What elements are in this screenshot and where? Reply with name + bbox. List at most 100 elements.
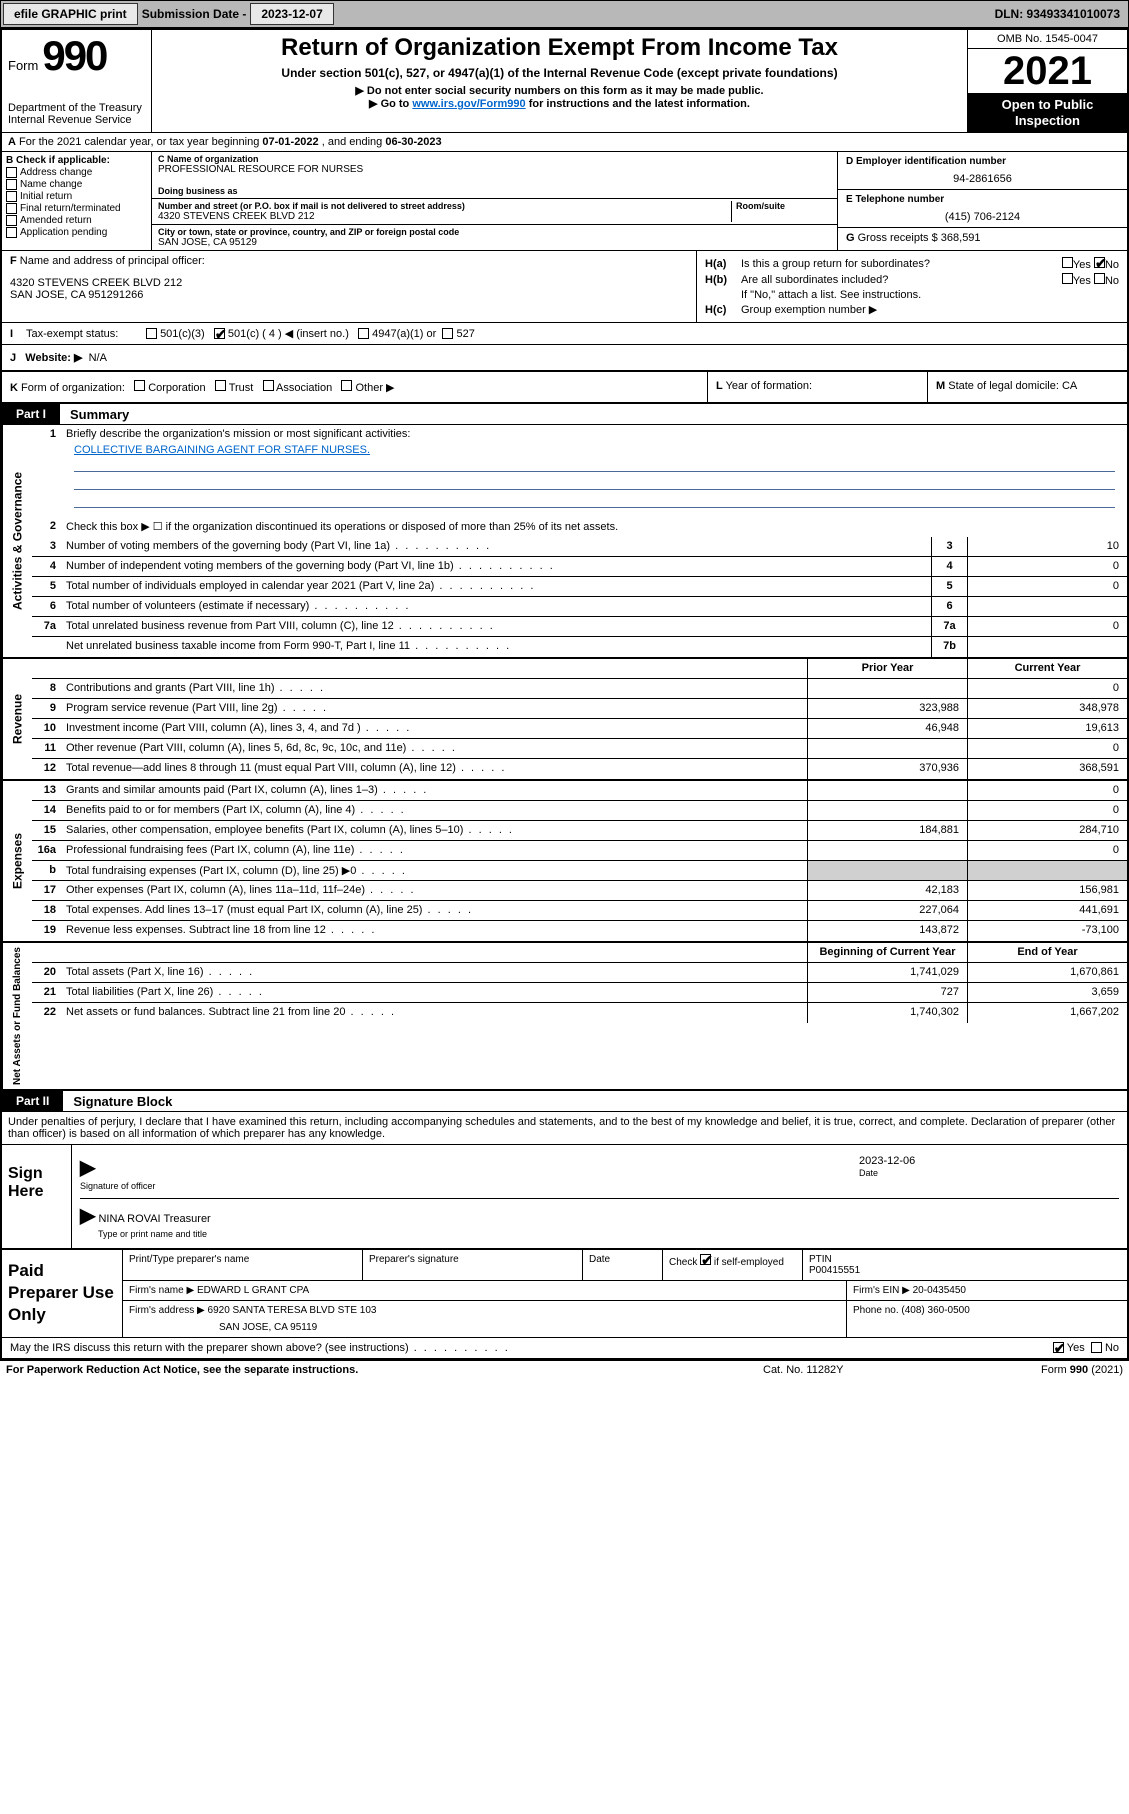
line-num: 13 xyxy=(32,781,62,800)
opt-501c: 501(c) ( 4 ) ◀ (insert no.) xyxy=(228,327,349,340)
checkbox-initial-return[interactable] xyxy=(6,191,17,202)
line-value: 0 xyxy=(967,577,1127,596)
firm-ein: 20-0435450 xyxy=(913,1285,966,1296)
section-expenses: Expenses xyxy=(2,781,32,941)
line-desc: Total fundraising expenses (Part IX, col… xyxy=(62,861,807,880)
line-value xyxy=(967,637,1127,657)
line-desc: Grants and similar amounts paid (Part IX… xyxy=(62,781,807,800)
blank xyxy=(32,659,62,678)
checkbox-address-change[interactable] xyxy=(6,167,17,178)
part-ii-title: Signature Block xyxy=(63,1094,172,1109)
form-title: Return of Organization Exempt From Incom… xyxy=(158,34,961,62)
line-desc: Total revenue—add lines 8 through 11 (mu… xyxy=(62,759,807,779)
line-desc: Number of voting members of the governin… xyxy=(62,537,931,556)
firm-addr1: 6920 SANTA TERESA BLVD STE 103 xyxy=(208,1305,377,1316)
line-desc: Total expenses. Add lines 13–17 (must eq… xyxy=(62,901,807,920)
form-word: Form xyxy=(8,58,38,73)
q2-num: 2 xyxy=(32,517,62,537)
room-label: Room/suite xyxy=(736,201,831,211)
opt-final-return: Final return/terminated xyxy=(20,203,121,214)
line-num: 14 xyxy=(32,801,62,820)
row-j-label: J xyxy=(10,352,16,364)
section-revenue: Revenue xyxy=(2,659,32,779)
opt-other: Other ▶ xyxy=(355,382,394,394)
discuss-no-checkbox[interactable] xyxy=(1091,1342,1102,1353)
line-num: 20 xyxy=(32,963,62,982)
self-employed-text: if self-employed xyxy=(711,1257,784,1268)
prior-value: 143,872 xyxy=(807,921,967,941)
prior-value xyxy=(807,679,967,698)
org-name: PROFESSIONAL RESOURCE FOR NURSES xyxy=(158,164,831,175)
chk-501c3[interactable] xyxy=(146,328,157,339)
open-to-public: Open to Public Inspection xyxy=(968,93,1127,132)
mission-link[interactable]: COLLECTIVE BARGAINING AGENT FOR STAFF NU… xyxy=(74,444,370,456)
hb-note: If "No," attach a list. See instructions… xyxy=(741,289,921,301)
signature-intro: Under penalties of perjury, I declare th… xyxy=(2,1112,1127,1145)
self-employed-checkbox[interactable] xyxy=(700,1254,711,1265)
sign-here-label: Sign Here xyxy=(2,1145,72,1248)
discuss-text: May the IRS discuss this return with the… xyxy=(10,1342,1053,1354)
form-year: 2021 xyxy=(968,49,1127,93)
chk-other[interactable] xyxy=(341,380,352,391)
sig-date-label: Date xyxy=(859,1168,878,1178)
chk-501c[interactable] xyxy=(214,328,225,339)
chk-corp[interactable] xyxy=(134,380,145,391)
line-desc: Net unrelated business taxable income fr… xyxy=(62,637,931,657)
line-desc: Investment income (Part VIII, column (A)… xyxy=(62,719,807,738)
paid-preparer-label: Paid Preparer Use Only xyxy=(2,1250,122,1337)
line-value xyxy=(967,597,1127,616)
ha-yes-checkbox[interactable] xyxy=(1062,257,1073,268)
current-value: 156,981 xyxy=(967,881,1127,900)
ha-no: No xyxy=(1105,259,1119,271)
line286-box: 6 xyxy=(931,597,967,616)
line-num: 10 xyxy=(32,719,62,738)
line-desc: Professional fundraising fees (Part IX, … xyxy=(62,841,807,860)
officer-addr1: 4320 STEVENS CREEK BLVD 212 xyxy=(10,277,688,289)
prep-check-label: Check xyxy=(669,1257,700,1268)
line-desc: Total number of individuals employed in … xyxy=(62,577,931,596)
section-governance: Activities & Governance xyxy=(2,425,32,657)
subtitle-1: Under section 501(c), 527, or 4947(a)(1)… xyxy=(158,66,961,80)
ha-no-checkbox[interactable] xyxy=(1094,257,1105,268)
chk-4947[interactable] xyxy=(358,328,369,339)
city-value: SAN JOSE, CA 95129 xyxy=(158,237,831,248)
firm-addr-label: Firm's address ▶ xyxy=(129,1305,205,1316)
irs-link[interactable]: www.irs.gov/Form990 xyxy=(412,98,525,110)
checkbox-amended[interactable] xyxy=(6,215,17,226)
efile-button[interactable]: efile GRAPHIC print xyxy=(3,3,138,25)
chk-assoc[interactable] xyxy=(263,380,274,391)
hb-yes-checkbox[interactable] xyxy=(1062,273,1073,284)
line286-box: 7a xyxy=(931,617,967,636)
hb-no-checkbox[interactable] xyxy=(1094,273,1105,284)
street-label: Number and street (or P.O. box if mail i… xyxy=(158,201,731,211)
current-value: 368,591 xyxy=(967,759,1127,779)
opt-527: 527 xyxy=(456,328,474,340)
line-num: 18 xyxy=(32,901,62,920)
line-num: 3 xyxy=(32,537,62,556)
current-value: 0 xyxy=(967,781,1127,800)
firm-addr2: SAN JOSE, CA 95119 xyxy=(129,1316,840,1333)
tax-year-begin: 07-01-2022 xyxy=(262,136,318,148)
checkbox-name-change[interactable] xyxy=(6,179,17,190)
row-m-label: M xyxy=(936,380,945,392)
officer-sig-label: Signature of officer xyxy=(80,1181,155,1191)
current-value: 3,659 xyxy=(967,983,1127,1002)
current-value: 348,978 xyxy=(967,699,1127,718)
checkbox-final-return[interactable] xyxy=(6,203,17,214)
checkbox-app-pending[interactable] xyxy=(6,227,17,238)
chk-trust[interactable] xyxy=(215,380,226,391)
line286-box: 7b xyxy=(931,637,967,657)
line-num: 5 xyxy=(32,577,62,596)
discuss-yes-checkbox[interactable] xyxy=(1053,1342,1064,1353)
line-num: 8 xyxy=(32,679,62,698)
firm-name-label: Firm's name ▶ xyxy=(129,1285,194,1296)
subtitle-3: Go to www.irs.gov/Form990 for instructio… xyxy=(158,97,961,110)
prior-value: 727 xyxy=(807,983,967,1002)
line-desc: Number of independent voting members of … xyxy=(62,557,931,576)
chk-527[interactable] xyxy=(442,328,453,339)
line-desc: Program service revenue (Part VIII, line… xyxy=(62,699,807,718)
ptin-label: PTIN xyxy=(809,1254,832,1265)
section-net-assets: Net Assets or Fund Balances xyxy=(2,943,32,1089)
row-a-pre: For the 2021 calendar year, or tax year … xyxy=(19,136,262,148)
submission-date-button[interactable]: 2023-12-07 xyxy=(250,3,333,25)
